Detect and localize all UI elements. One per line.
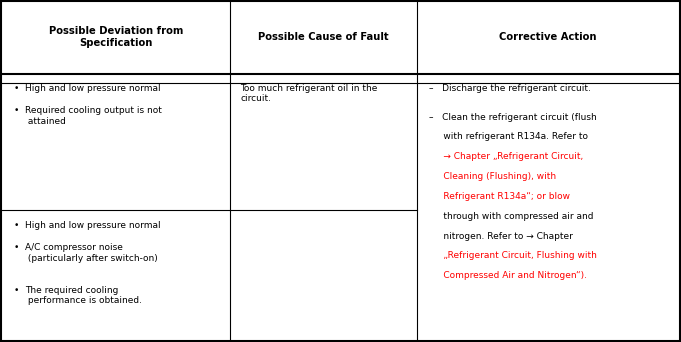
Text: •: • xyxy=(14,221,19,229)
Text: → Chapter „Refrigerant Circuit,: → Chapter „Refrigerant Circuit, xyxy=(429,152,584,161)
Text: with refrigerant R134a. Refer to: with refrigerant R134a. Refer to xyxy=(429,132,588,141)
Text: Compressed Air and Nitrogen“).: Compressed Air and Nitrogen“). xyxy=(429,271,587,280)
Text: –   Clean the refrigerant circuit (flush: – Clean the refrigerant circuit (flush xyxy=(429,113,597,121)
Text: High and low pressure normal: High and low pressure normal xyxy=(25,221,161,229)
Text: Required cooling output is not
 attained: Required cooling output is not attained xyxy=(25,106,162,126)
Text: •: • xyxy=(14,84,19,93)
Text: •: • xyxy=(14,106,19,115)
Text: through with compressed air and: through with compressed air and xyxy=(429,212,594,221)
Text: „Refrigerant Circuit, Flushing with: „Refrigerant Circuit, Flushing with xyxy=(429,251,597,260)
Text: Possible Deviation from
Specification: Possible Deviation from Specification xyxy=(48,26,183,48)
Text: Refrigerant R134a“; or blow: Refrigerant R134a“; or blow xyxy=(429,192,570,201)
Text: Cleaning (Flushing), with: Cleaning (Flushing), with xyxy=(429,172,556,181)
Text: nitrogen. Refer to → Chapter: nitrogen. Refer to → Chapter xyxy=(429,232,573,240)
Text: Possible Cause of Fault: Possible Cause of Fault xyxy=(258,32,389,42)
Text: The required cooling
 performance is obtained.: The required cooling performance is obta… xyxy=(25,286,142,305)
Text: High and low pressure normal: High and low pressure normal xyxy=(25,84,161,93)
Text: Corrective Action: Corrective Action xyxy=(499,32,597,42)
Text: •: • xyxy=(14,286,19,294)
Text: –   Discharge the refrigerant circuit.: – Discharge the refrigerant circuit. xyxy=(429,84,591,93)
Text: •: • xyxy=(14,243,19,252)
Text: Too much refrigerant oil in the
circuit.: Too much refrigerant oil in the circuit. xyxy=(240,84,378,103)
Text: A/C compressor noise
 (particularly after switch-on): A/C compressor noise (particularly after… xyxy=(25,243,158,263)
